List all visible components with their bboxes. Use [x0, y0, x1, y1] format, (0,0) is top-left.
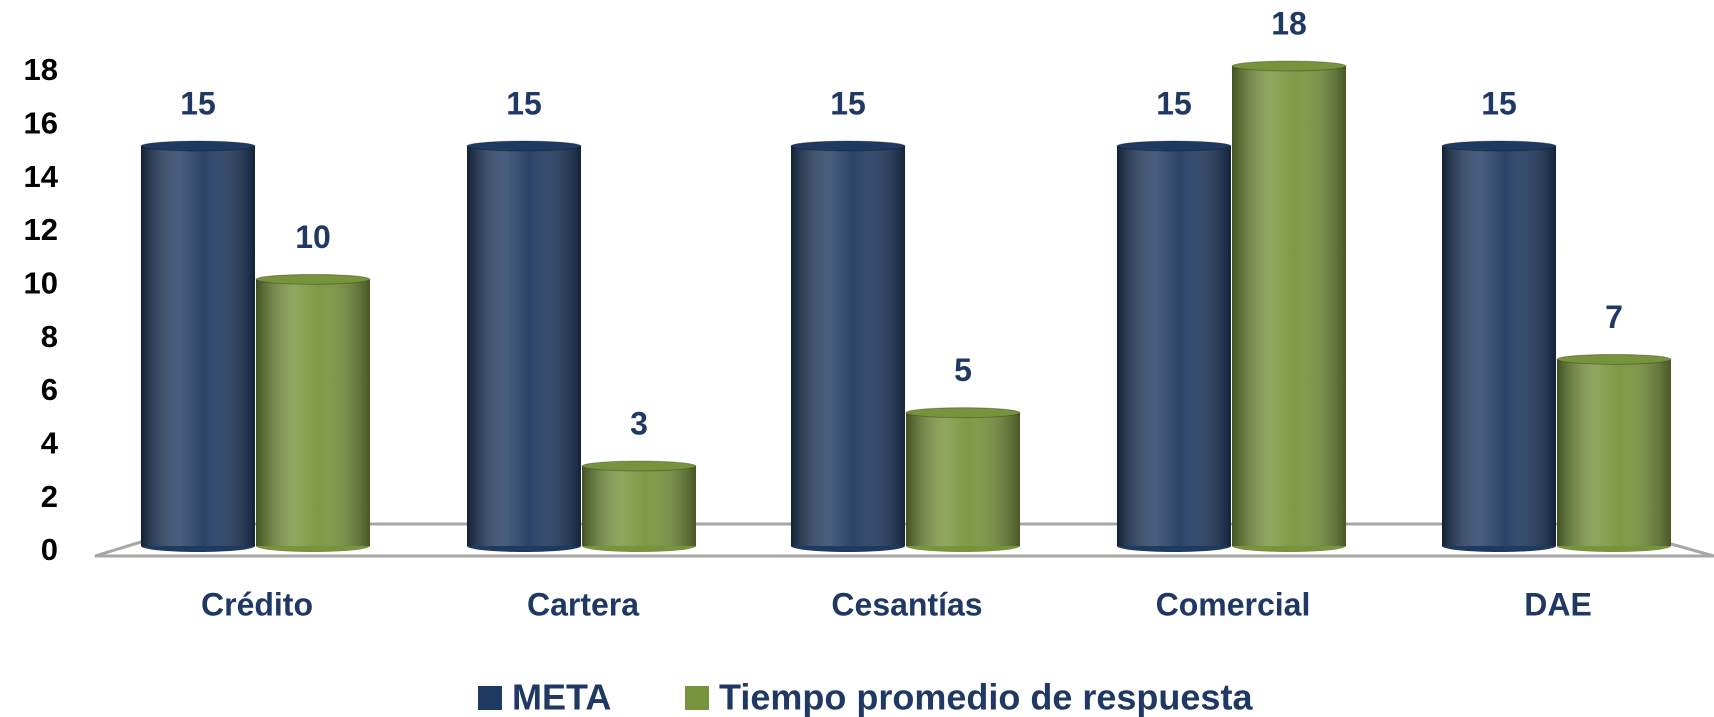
- x-tick-label: Cesantías: [831, 586, 982, 622]
- bar-shade: [791, 146, 905, 546]
- bar-top: [466, 140, 582, 152]
- value-label: 7: [1605, 299, 1623, 335]
- bar-shade: [582, 466, 696, 546]
- x-tick-label: Cartera: [527, 586, 639, 622]
- bar-shade: [1557, 359, 1671, 546]
- bar-shade: [1117, 146, 1231, 546]
- value-label: 5: [954, 352, 972, 388]
- bar-top: [1556, 353, 1672, 365]
- legend-label: META: [512, 677, 611, 717]
- y-tick-label: 4: [41, 426, 59, 461]
- y-tick-label: 10: [24, 266, 58, 301]
- x-tick-label: Comercial: [1156, 586, 1311, 622]
- value-label: 15: [830, 85, 866, 121]
- bar-shade: [141, 146, 255, 546]
- value-label: 15: [1156, 85, 1192, 121]
- bar-shade: [1442, 146, 1556, 546]
- value-label: 18: [1271, 5, 1307, 41]
- x-tick-label: DAE: [1524, 586, 1592, 622]
- bar-top: [581, 460, 697, 472]
- bar-top: [1231, 60, 1347, 72]
- bar-shade: [256, 279, 370, 546]
- y-tick-label: 12: [24, 212, 58, 247]
- bar-top: [790, 140, 906, 152]
- bar-shade: [467, 146, 581, 546]
- bar-top: [140, 140, 256, 152]
- y-tick-label: 18: [24, 52, 58, 87]
- bar-top: [1441, 140, 1557, 152]
- legend-swatch: [685, 686, 709, 710]
- bar-top: [905, 407, 1021, 419]
- bar-shade: [1232, 66, 1346, 546]
- value-label: 15: [506, 85, 542, 121]
- y-tick-label: 14: [24, 159, 59, 194]
- y-tick-label: 2: [41, 479, 58, 514]
- y-tick-label: 16: [24, 106, 58, 141]
- value-label: 10: [295, 219, 331, 255]
- y-tick-label: 6: [41, 372, 58, 407]
- value-label: 15: [180, 85, 216, 121]
- value-label: 3: [630, 405, 648, 441]
- y-tick-label: 0: [41, 532, 58, 567]
- bar-top: [255, 273, 371, 285]
- y-tick-label: 8: [41, 319, 58, 354]
- legend-swatch: [478, 686, 502, 710]
- bar-shade: [906, 412, 1020, 546]
- bar-top: [1116, 140, 1232, 152]
- legend-label: Tiempo promedio de respuesta: [719, 677, 1253, 717]
- value-label: 15: [1481, 85, 1517, 121]
- x-tick-label: Crédito: [201, 586, 313, 622]
